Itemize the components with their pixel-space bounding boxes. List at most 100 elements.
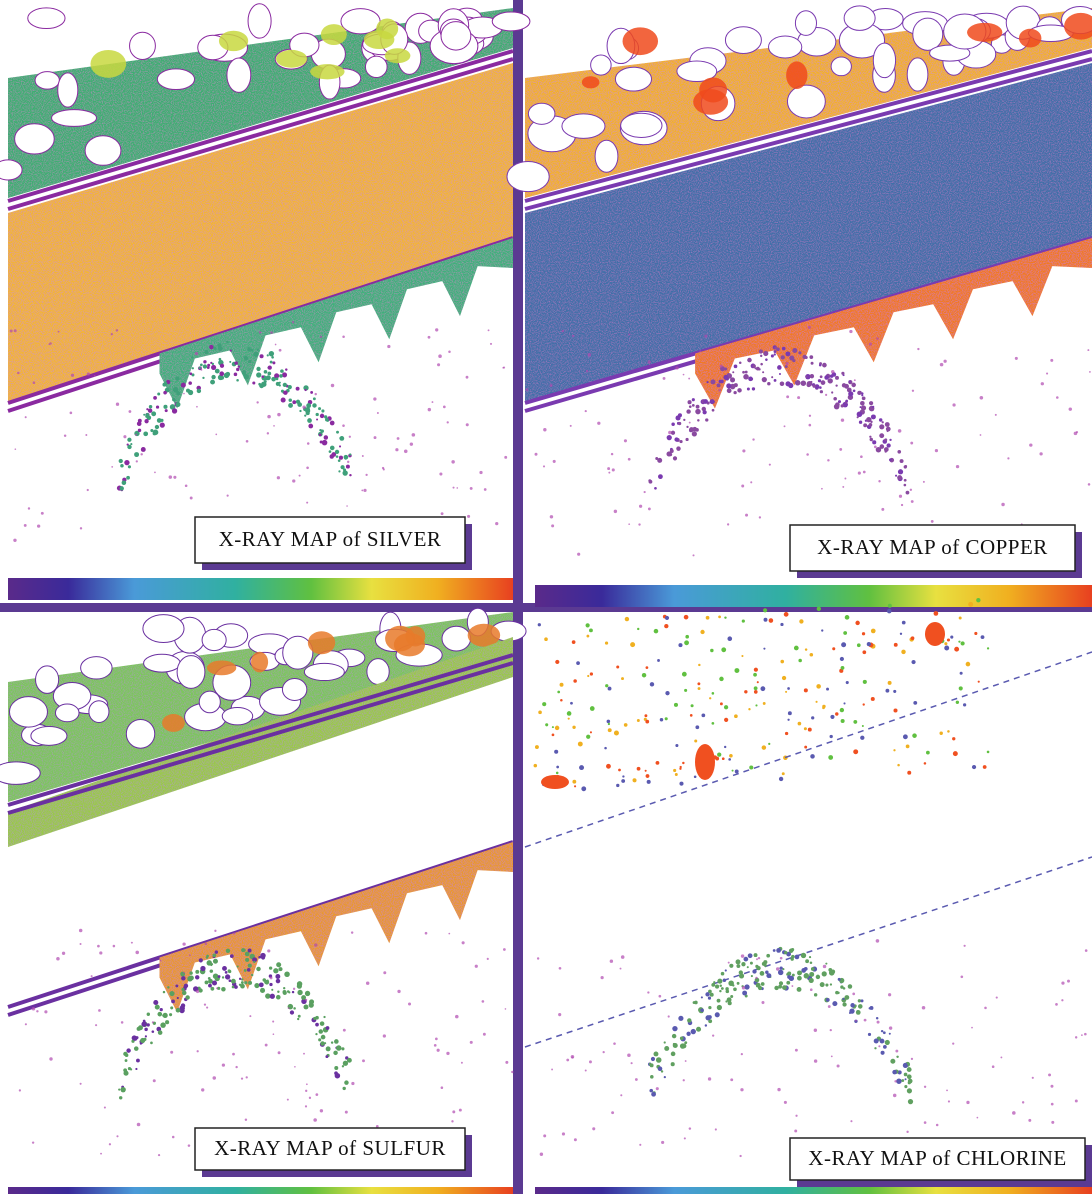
scatter-dot [1051,1121,1054,1124]
scatter-dot [365,474,367,476]
trace-dot [754,686,758,690]
scatter-dot [412,433,416,437]
arc-dot [908,1099,913,1104]
scatter-dot [462,941,465,944]
hot-spot [541,775,569,789]
trace-dot [555,726,559,730]
trace-dot [625,617,629,621]
scatter-dot [116,1135,118,1137]
arc-dot [323,1016,325,1018]
scatter-dot [306,502,308,504]
arc-dot [229,979,232,982]
arc-dot [165,409,168,412]
hot-spot [786,61,807,89]
scatter-dot [1084,1033,1087,1036]
arc-dot [670,449,674,453]
arc-dot [267,354,269,356]
arc-dot [338,470,340,472]
arc-dot [696,1027,701,1032]
scatter-dot [797,396,800,399]
scatter-dot [299,475,301,477]
scatter-dot [924,1121,927,1124]
scatter-dot [189,954,191,956]
arc-dot [730,377,735,382]
trace-dot [607,720,611,724]
scatter-dot [153,1079,156,1082]
scatter-dot [215,434,217,436]
arc-dot [266,375,271,380]
scatter-dot [550,515,553,518]
scatter-dot [270,331,273,334]
arc-dot [318,407,321,410]
scatter-dot [992,1065,995,1068]
arc-dot [181,383,186,388]
arc-dot [211,375,215,379]
pebble [787,85,825,118]
arc-dot [128,465,131,468]
arc-dot [219,358,222,361]
scatter-dot [874,446,877,449]
scatter-dot [320,1109,323,1112]
arc-dot [208,984,212,988]
trace-dot [749,766,753,770]
arc-dot [319,1029,323,1033]
trace-dot [568,718,570,720]
arc-dot [130,443,132,445]
trace-dot [785,732,788,735]
trace-dot [630,642,635,647]
arc-dot [737,388,742,393]
scatter-dot [780,957,783,960]
trace-dot [709,697,711,699]
arc-dot [336,455,339,458]
scatter-dot [453,487,455,489]
scatter-dot [720,364,723,367]
trace-dot [754,668,758,672]
trace-dot [763,648,765,650]
arc-dot [752,364,756,368]
arc-dot [120,464,124,468]
scatter-dot [351,931,353,933]
arc-dot [175,402,180,407]
scatter-dot [152,1021,154,1023]
scatter-dot [58,331,60,333]
arc-dot [832,1001,837,1006]
arc-dot [848,380,850,382]
trace-dot [782,772,785,775]
arc-dot [795,955,800,960]
arc-dot [308,424,313,429]
arc-dot [762,377,767,382]
scatter-dot [537,957,539,959]
trace-dot [810,754,815,759]
trace-dot [587,635,590,638]
scatter-dot [943,360,946,363]
trace-dot [817,607,821,611]
scatter-dot [362,455,364,457]
arc-dot [758,368,760,370]
arc-dot [671,1062,675,1066]
scatter-dot [831,370,835,374]
arc-dot [261,375,264,378]
arc-dot [831,391,833,393]
scatter-dot [343,1029,346,1032]
scatter-dot [628,458,631,461]
scatter-dot [183,972,185,974]
arc-dot [202,377,204,379]
scatter-dot [109,1143,111,1145]
scatter-dot [809,424,812,427]
trace-dot [953,751,958,756]
arc-dot [191,356,193,358]
arc-dot [809,956,811,958]
arc-dot [727,388,732,393]
arc-dot [841,372,844,375]
arc-dot [787,975,791,979]
scatter-dot [94,375,96,377]
trace-dot [650,682,654,686]
scatter-dot [437,1049,440,1052]
scatter-dot [931,520,934,523]
arc-dot [275,974,280,979]
pebble [15,124,55,154]
scatter-dot [786,395,789,398]
arc-dot [825,983,828,986]
arc-dot [288,385,292,389]
arc-dot [218,346,223,351]
